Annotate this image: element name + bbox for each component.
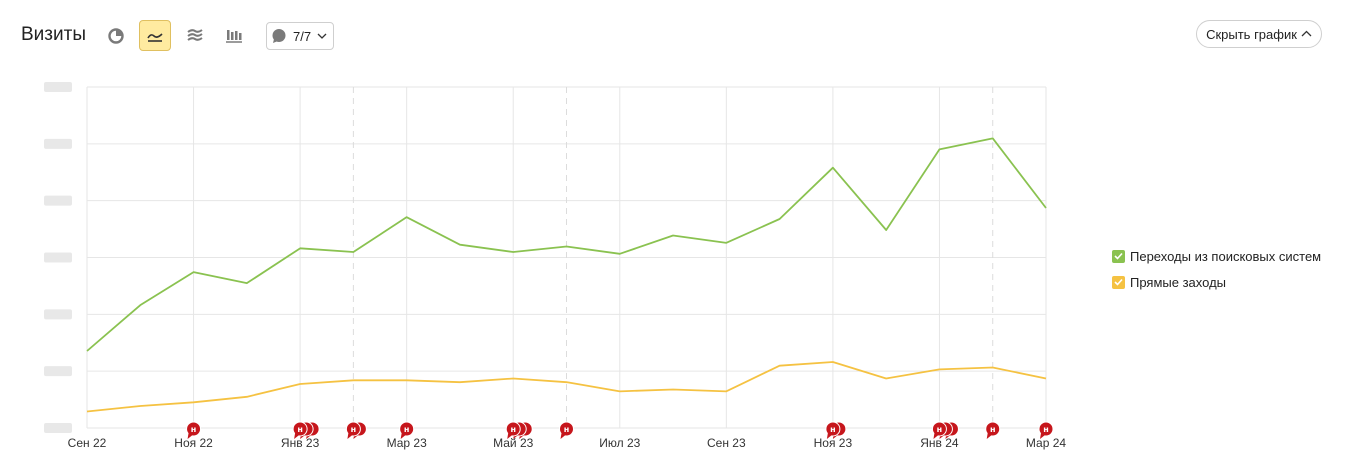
note-marker[interactable]: н <box>505 421 521 439</box>
checkbox-checked-icon <box>1112 275 1125 289</box>
series-line-1 <box>86 137 1047 352</box>
x-tick-label: Мар 23 <box>387 436 427 450</box>
note-marker[interactable]: н <box>1038 421 1054 439</box>
legend-label: Прямые заходы <box>1130 274 1227 290</box>
line-chart-icon <box>147 32 163 42</box>
checkbox-checked-icon <box>1112 249 1125 263</box>
notes-dropdown[interactable]: 7/7 <box>266 22 334 50</box>
note-marker[interactable]: н <box>292 421 308 439</box>
notes-count: 7/7 <box>293 28 312 44</box>
svg-text:н: н <box>510 425 516 434</box>
note-marker[interactable]: н <box>186 421 202 439</box>
svg-text:н: н <box>830 425 836 434</box>
series-line-2 <box>86 361 1047 413</box>
x-tick-label: Сен 23 <box>707 436 746 450</box>
pie-chart-button[interactable] <box>100 20 132 51</box>
svg-text:н: н <box>297 425 303 434</box>
y-axis-label-blurred <box>44 252 72 263</box>
svg-text:н: н <box>564 425 570 434</box>
y-axis-label-blurred <box>44 195 72 206</box>
x-tick-label: Июл 23 <box>599 436 640 450</box>
chevron-down-icon <box>317 33 327 39</box>
hide-chart-label: Скрыть график <box>1206 26 1297 42</box>
chart-legend: Переходы из поисковых систем Прямые захо… <box>1112 249 1321 301</box>
y-axis-label-blurred <box>44 366 72 377</box>
speech-bubble-icon <box>272 29 286 43</box>
note-marker[interactable]: н <box>825 421 841 439</box>
stacked-area-icon <box>187 28 203 41</box>
x-tick-label: Янв 23 <box>281 436 320 450</box>
line-chart-button[interactable] <box>139 20 171 51</box>
svg-text:н: н <box>351 425 357 434</box>
x-tick-label: Янв 24 <box>920 436 959 450</box>
legend-item-direct[interactable]: Прямые заходы <box>1112 274 1321 290</box>
pie-chart-icon <box>108 27 124 44</box>
svg-text:н: н <box>990 425 996 434</box>
svg-text:н: н <box>937 425 943 434</box>
note-marker[interactable]: н <box>399 421 415 439</box>
line-chart: Сен 22 Ноя 22 Янв 23 Мар 23 Май 23 Июл 23 Сен … <box>44 82 1066 450</box>
x-tick-label: Ноя 23 <box>814 436 853 450</box>
bar-chart-button[interactable] <box>218 20 250 51</box>
y-axis-label-blurred <box>44 309 72 320</box>
chevron-up-icon <box>1301 30 1312 37</box>
legend-item-search[interactable]: Переходы из поисковых систем <box>1112 248 1322 264</box>
note-marker[interactable]: н <box>985 421 1001 439</box>
hide-chart-button[interactable]: Скрыть график <box>1196 20 1322 48</box>
x-tick-label: Май 23 <box>493 436 534 450</box>
svg-text:н: н <box>191 425 197 434</box>
page-title: Визиты <box>21 24 86 45</box>
y-axis-label-blurred <box>44 82 72 92</box>
note-marker[interactable]: н <box>559 421 574 439</box>
bar-chart-icon <box>226 29 242 43</box>
svg-text:н: н <box>404 425 410 434</box>
x-tick-label: Ноя 22 <box>174 436 213 450</box>
x-tick-label: Мар 24 <box>1026 436 1066 450</box>
x-tick-label: Сен 22 <box>68 436 107 450</box>
svg-text:н: н <box>1043 425 1049 434</box>
note-marker[interactable]: н <box>345 421 361 439</box>
note-marker[interactable]: н <box>931 421 947 439</box>
y-axis-label-blurred <box>44 423 72 433</box>
legend-label: Переходы из поисковых систем <box>1130 248 1322 264</box>
y-axis-label-blurred <box>44 138 72 149</box>
area-chart-button[interactable] <box>179 20 211 51</box>
